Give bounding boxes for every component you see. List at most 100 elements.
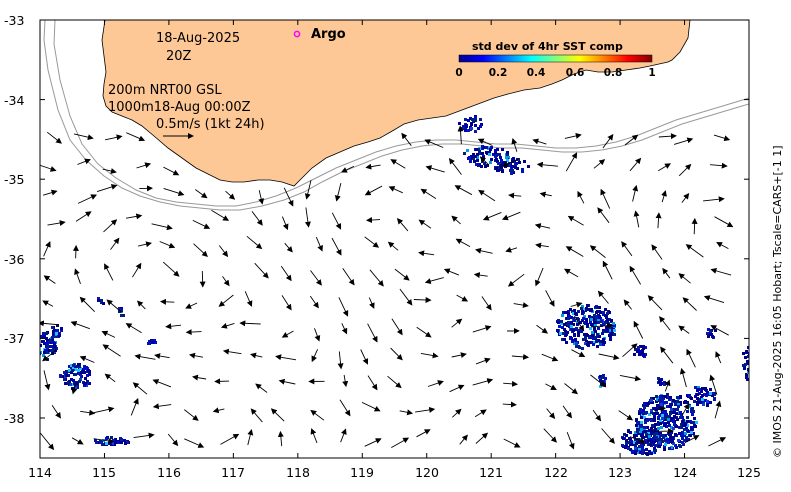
sst-pixel	[672, 411, 675, 414]
current-vector	[360, 349, 369, 365]
sst-pixel	[667, 441, 670, 444]
sst-pixel	[697, 388, 700, 391]
sst-pixel	[517, 158, 520, 161]
sst-pixel	[638, 353, 641, 356]
sst-pixel	[577, 310, 580, 313]
sst-pixel	[701, 398, 704, 401]
sst-pixel	[502, 162, 505, 165]
sst-pixel	[579, 321, 582, 324]
sst-pixel	[43, 335, 46, 338]
sst-pixel	[83, 367, 86, 370]
current-vector	[337, 351, 344, 370]
current-vector	[390, 347, 403, 361]
sst-pixel	[516, 167, 519, 170]
sst-pixel	[659, 395, 662, 398]
x-tick-label: 115	[92, 465, 116, 480]
sst-pixel	[687, 438, 690, 441]
sst-pixel	[109, 442, 112, 445]
sst-pixel	[662, 434, 665, 437]
current-vector	[391, 437, 410, 448]
sst-pixel	[637, 441, 640, 444]
sst-pixel	[582, 338, 585, 341]
sst-pixel	[70, 378, 73, 381]
sst-pixel	[682, 434, 685, 437]
sst-pixel	[673, 423, 676, 426]
current-vector	[40, 320, 59, 327]
sst-pixel	[666, 405, 669, 408]
sst-pixel	[709, 330, 712, 333]
current-vector	[283, 187, 294, 207]
sst-pixel	[668, 398, 671, 401]
sst-pixel	[72, 379, 75, 382]
current-vector	[678, 273, 691, 284]
sst-pixel	[653, 419, 656, 422]
current-vector	[192, 374, 207, 381]
sst-pixel	[637, 346, 640, 349]
sst-pixel	[574, 312, 577, 315]
current-vector	[401, 132, 412, 146]
current-vector	[222, 276, 230, 287]
sst-pixel	[569, 337, 572, 340]
sst-pixel	[602, 374, 605, 377]
current-vector	[629, 157, 642, 172]
sst-pixel	[660, 397, 663, 400]
current-vector	[622, 343, 638, 358]
sst-pixel	[745, 350, 748, 353]
colorbar-tick-label: 1	[648, 67, 655, 79]
sst-pixel	[665, 425, 668, 428]
sst-pixel	[635, 419, 638, 422]
sst-pixel	[481, 145, 484, 148]
sst-pixel	[659, 419, 662, 422]
sst-pixel	[490, 146, 493, 149]
sst-pixel	[577, 331, 580, 334]
current-vector	[545, 383, 557, 390]
sst-pixel	[596, 345, 599, 348]
current-vector	[661, 190, 667, 203]
current-vector	[391, 318, 403, 336]
current-vector	[106, 299, 123, 314]
sst-pixel	[625, 434, 628, 437]
sst-pixel	[634, 452, 637, 455]
sst-pixel	[602, 323, 605, 326]
current-vector	[163, 166, 180, 176]
current-vector	[420, 352, 439, 359]
sst-pixel	[475, 163, 478, 166]
current-vector	[71, 437, 84, 445]
sst-pixel	[681, 437, 684, 440]
current-vector	[368, 297, 375, 309]
sst-pixel	[43, 351, 46, 354]
sst-pixel	[700, 390, 703, 393]
sst-pixel	[559, 332, 562, 335]
sst-pixel	[52, 330, 55, 333]
sst-pixel	[560, 320, 563, 323]
sst-pixel	[79, 373, 82, 376]
sst-pixel	[81, 369, 84, 372]
current-vector	[562, 405, 572, 419]
sst-pixel	[679, 416, 682, 419]
sst-pixel	[577, 318, 580, 321]
colorbar-tick-label: 0.4	[527, 67, 546, 79]
current-vector	[592, 409, 602, 422]
sst-pixel	[500, 166, 503, 169]
current-vector	[501, 158, 520, 167]
sst-pixel	[606, 329, 609, 332]
sst-pixel	[76, 386, 79, 389]
sst-pixel	[625, 442, 628, 445]
current-vector	[710, 267, 732, 276]
sst-pixel	[702, 403, 705, 406]
sst-pixel	[644, 439, 647, 442]
sst-pixel	[650, 452, 653, 455]
sst-pixel	[591, 334, 594, 337]
sst-pixel	[604, 377, 607, 380]
sst-pixel	[669, 403, 672, 406]
sst-pixel	[647, 402, 650, 405]
current-vector	[130, 397, 139, 416]
current-vector	[192, 219, 211, 229]
sst-pixel	[664, 417, 667, 420]
sst-pixel	[675, 446, 678, 449]
sst-pixel	[690, 397, 693, 400]
sst-pixel	[576, 323, 579, 326]
sst-pixel	[582, 308, 585, 311]
sst-pixel	[613, 324, 616, 327]
sst-pixel	[561, 326, 564, 329]
